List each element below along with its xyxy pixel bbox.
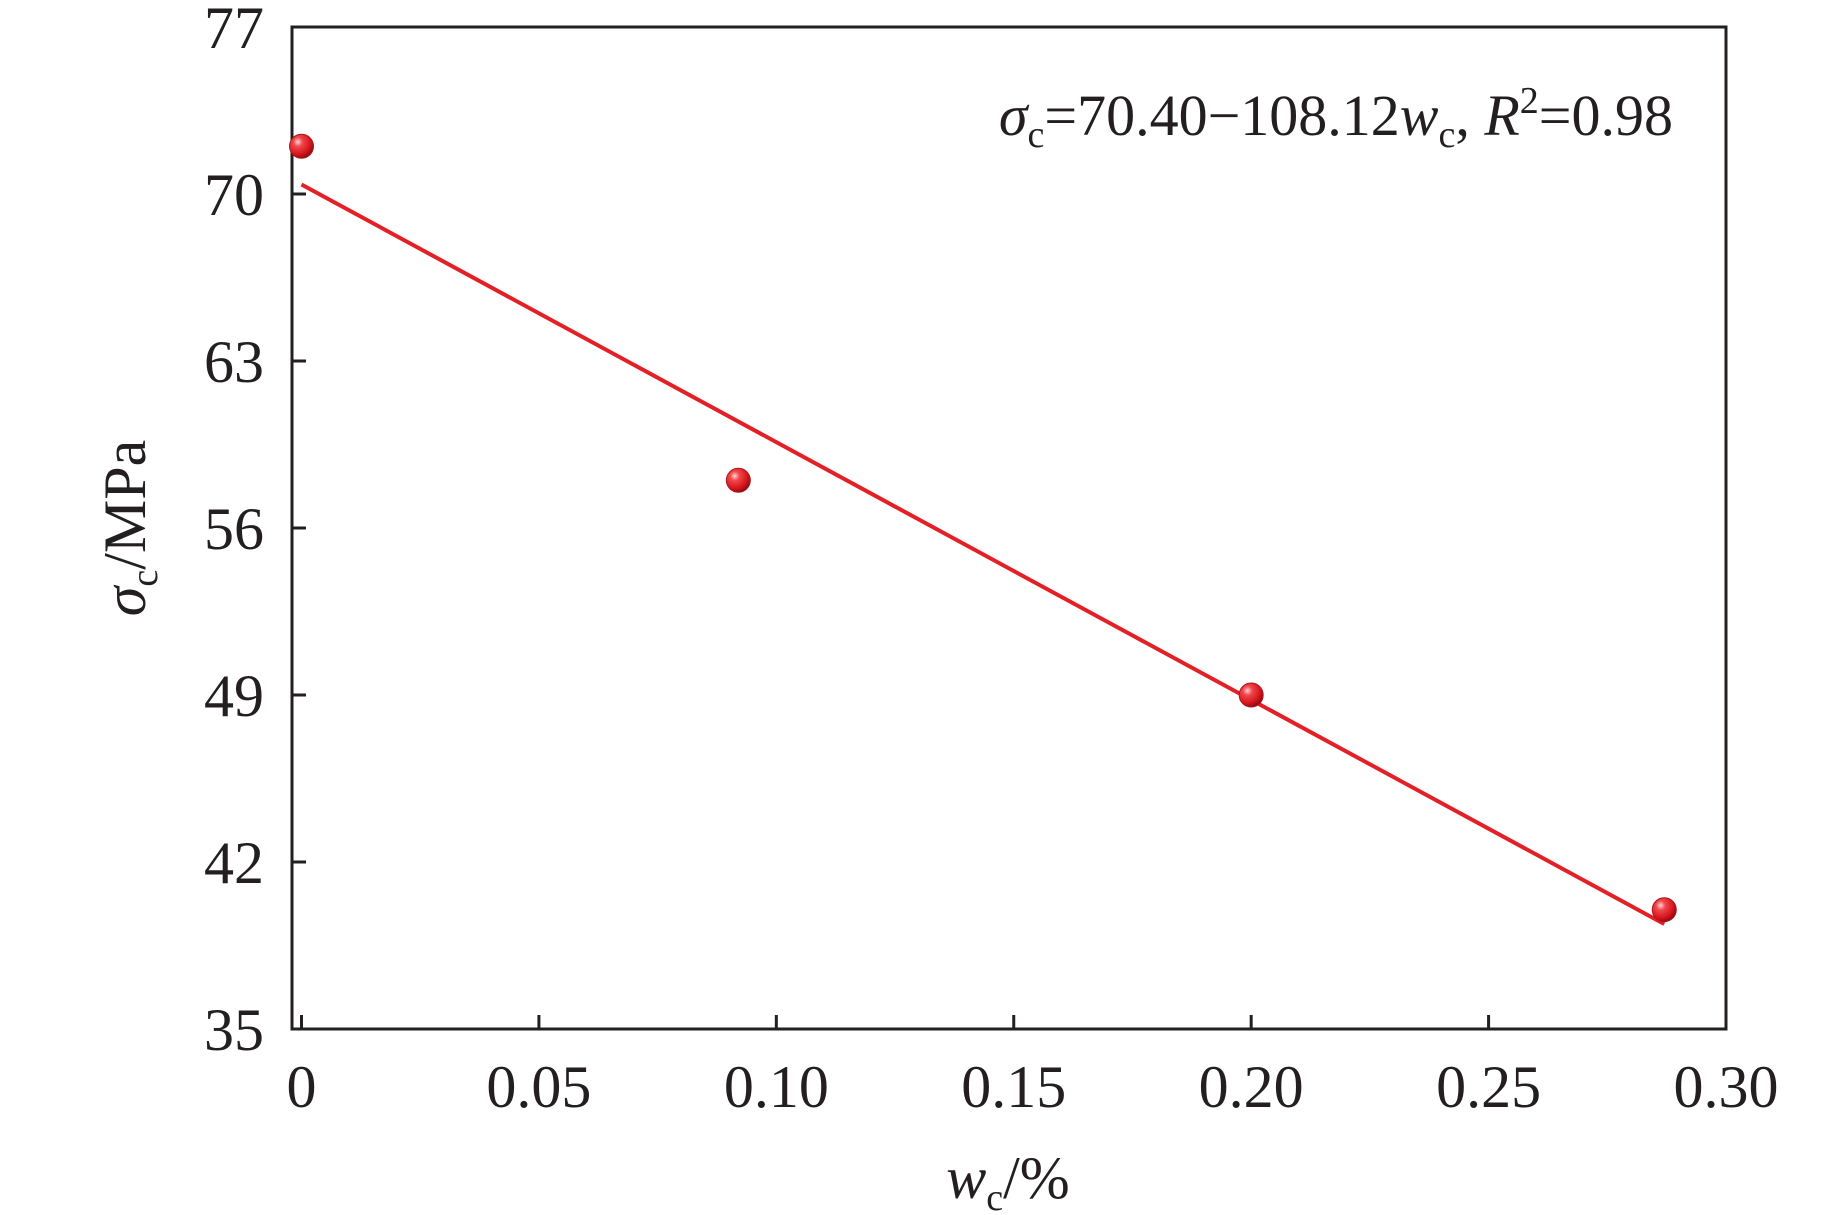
- x-tick-label: 0: [286, 1054, 316, 1120]
- data-point: [725, 467, 751, 493]
- y-tick-label: 35: [204, 997, 264, 1063]
- x-tick-label: 0.20: [1199, 1054, 1304, 1120]
- fit-line: [300, 182, 1666, 926]
- fit-line-layer: [300, 182, 1666, 926]
- y-tick-label: 42: [204, 830, 264, 896]
- y-tick-label: 56: [204, 496, 264, 562]
- y-axis: 35 42 49 56 63 70 77: [204, 0, 306, 1063]
- y-tick-label: 77: [204, 0, 264, 61]
- data-points: [288, 133, 1677, 923]
- data-point: [288, 133, 314, 159]
- data-point: [1651, 897, 1677, 923]
- x-tick-label: 0.05: [486, 1054, 591, 1120]
- y-tick-label: 49: [204, 663, 264, 729]
- x-tick-label: 0.10: [724, 1054, 829, 1120]
- y-axis-title: σc/MPa: [92, 440, 166, 617]
- y-tick-label: 63: [204, 329, 264, 395]
- x-tick-label: 0.15: [961, 1054, 1066, 1120]
- x-axis-title: wc/%: [946, 1145, 1070, 1215]
- data-point: [1238, 682, 1264, 708]
- y-tick-label: 70: [204, 162, 264, 228]
- x-tick-label: 0.30: [1674, 1054, 1779, 1120]
- x-axis: 0 0.05 0.10 0.15 0.20 0.25 0.30: [286, 1015, 1779, 1120]
- equation-annotation: σc=70.40−108.12wc, R2=0.98: [999, 80, 1673, 156]
- plot-frame: [290, 25, 1728, 1031]
- x-tick-label: 0.25: [1436, 1054, 1541, 1120]
